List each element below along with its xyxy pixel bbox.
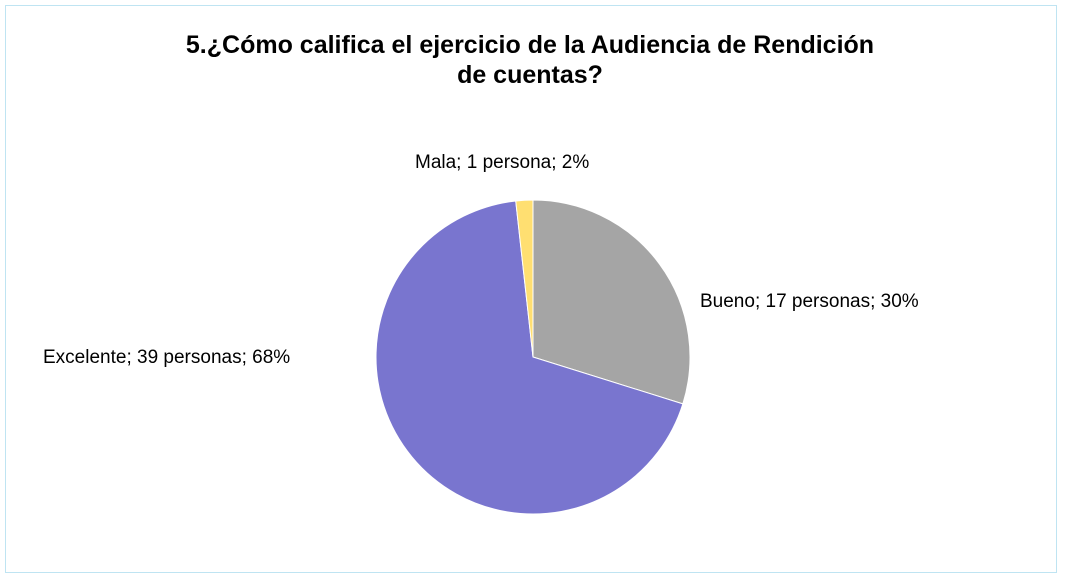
chart-title: 5.¿Cómo califica el ejercicio de la Audi… — [130, 30, 930, 90]
chart-title-line-1: 5.¿Cómo califica el ejercicio de la Audi… — [185, 31, 875, 59]
data-label-excelente: Excelente; 39 personas; 68% — [43, 347, 290, 368]
pie-slice-excelente — [375, 200, 684, 515]
chart-title-line-2: de cuentas? — [457, 61, 603, 89]
pie-slices — [375, 199, 691, 515]
data-label-mala: Mala; 1 persona; 2% — [415, 152, 589, 173]
pie-slice-bueno — [532, 199, 691, 405]
pie-labels: Bueno; 17 personas; 30% Excelente; 39 per… — [43, 152, 919, 368]
data-label-bueno: Bueno; 17 personas; 30% — [700, 291, 919, 312]
pie-slice-mala — [515, 199, 534, 358]
